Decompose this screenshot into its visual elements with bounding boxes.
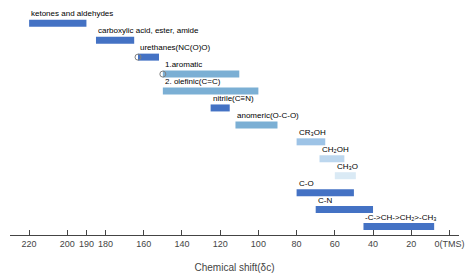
svg-text:40: 40 [368,239,378,249]
svg-text:2. olefinic(C=C): 2. olefinic(C=C) [165,77,221,86]
svg-text:220: 220 [22,239,37,249]
svg-text:C-N: C-N [318,196,332,205]
svg-text:C-O: C-O [299,179,314,188]
svg-text:CR₃OH: CR₃OH [299,128,326,137]
svg-text:190: 190 [79,239,94,249]
svg-text:180: 180 [98,239,113,249]
svg-text:CH₃O: CH₃O [337,162,358,171]
svg-text:nitrile(C≡N): nitrile(C≡N) [213,94,254,103]
svg-text:Chemical shift(δᴄ): Chemical shift(δᴄ) [194,262,274,273]
svg-text:carboxylic acid, ester, amide: carboxylic acid, ester, amide [98,26,199,35]
svg-text:80: 80 [292,239,302,249]
svg-text:CH₂OH: CH₂OH [322,145,349,154]
svg-text:140: 140 [174,239,189,249]
svg-text:0(TMS): 0(TMS) [434,239,464,249]
svg-text:100: 100 [251,239,266,249]
svg-text:20: 20 [406,239,416,249]
svg-text:120: 120 [213,239,228,249]
svg-text:1.aromatic: 1.aromatic [165,60,202,69]
svg-text:urethanes(NC(O)O): urethanes(NC(O)O) [140,43,211,52]
svg-text:ketones and aldehydes: ketones and aldehydes [31,9,113,18]
svg-text:anomeric(O-C-O): anomeric(O-C-O) [237,111,299,120]
svg-text:160: 160 [136,239,151,249]
svg-text:-C->CH->CH₂>-CH₃: -C->CH->CH₂>-CH₃ [365,213,436,222]
svg-text:60: 60 [330,239,340,249]
svg-text:200: 200 [60,239,75,249]
